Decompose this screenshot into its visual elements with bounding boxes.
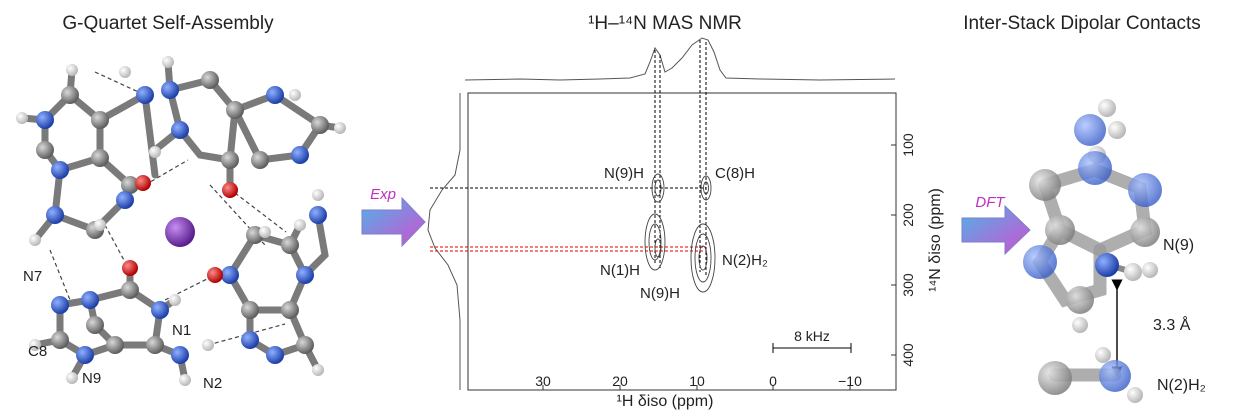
dft-arrow-label: DFT <box>975 194 1006 211</box>
n9-atom <box>1095 253 1119 277</box>
atom-label-n7: N7 <box>23 268 42 285</box>
peak-label-n9h-upper: N(9)H <box>604 165 644 182</box>
label-n9: N(9) <box>1163 237 1194 254</box>
x-axis-label: ¹H δiso (ppm) <box>617 393 714 410</box>
y-axis-ticks: 100 200 300 400 <box>891 133 916 367</box>
carbon-atoms <box>36 71 329 354</box>
x-axis-ticks: 30 20 10 0 −10 <box>535 373 862 390</box>
bottom-amine-fragment <box>1038 347 1143 403</box>
y-axis-label: ¹⁴N δiso (ppm) <box>927 188 944 292</box>
label-distance: 3.3 Å <box>1153 315 1191 334</box>
left-projection-trace <box>427 93 461 390</box>
right-panel-title: Inter-Stack Dipolar Contacts <box>963 13 1201 34</box>
plot-frame <box>467 92 897 391</box>
oxygen-atoms <box>122 175 238 283</box>
nitrogen-atoms <box>36 81 327 364</box>
scale-bar-label: 8 kHz <box>794 328 830 344</box>
cation-atom <box>165 217 195 247</box>
y-tick-200: 200 <box>900 203 916 227</box>
nmr-spectrum: N(9)H C(8)H N(1)H N(9)H N(2)H₂ 8 kHz 30 … <box>427 37 944 410</box>
peak-label-n1h: N(1)H <box>600 262 640 279</box>
y-tick-400: 400 <box>900 343 916 367</box>
purine-atoms <box>1023 151 1162 333</box>
peak-label-c8h: C(8)H <box>715 165 755 182</box>
peak-label-n2h2: N(2)H₂ <box>722 252 768 269</box>
label-n2h2: N(2)H₂ <box>1157 377 1206 394</box>
middle-panel-title: ¹H–¹⁴N MAS NMR <box>588 13 742 34</box>
left-panel-title: G-Quartet Self-Assembly <box>62 13 274 34</box>
x-tick-20: 20 <box>612 373 628 389</box>
atom-label-n9: N9 <box>82 370 101 387</box>
atom-label-n1: N1 <box>172 322 191 339</box>
guide-lines <box>430 40 707 275</box>
scale-bar: 8 kHz <box>772 328 852 353</box>
x-tick-10: 10 <box>689 373 705 389</box>
x-tick-minus-10: −10 <box>838 373 862 389</box>
contour-peaks <box>644 173 716 293</box>
hydrogen-atoms <box>16 56 346 386</box>
atom-label-c8: C8 <box>28 343 47 360</box>
peak-label-n9h-lower: N(9)H <box>640 285 680 302</box>
dft-arrow: DFT <box>961 194 1031 256</box>
atom-label-n2: N2 <box>203 375 222 392</box>
hydrogen-bonds <box>49 71 287 346</box>
top-projection-trace <box>464 37 896 81</box>
inter-stack-model: N(9) 3.3 Å N(2)H₂ <box>1023 99 1206 403</box>
x-tick-0: 0 <box>769 373 777 389</box>
x-tick-30: 30 <box>535 373 551 389</box>
y-tick-100: 100 <box>900 133 916 157</box>
g-quartet-molecule: N7 N1 C8 N9 N2 <box>16 56 346 392</box>
exp-arrow-label: Exp <box>370 186 396 203</box>
exp-arrow: Exp <box>361 186 426 248</box>
y-tick-300: 300 <box>900 273 916 297</box>
